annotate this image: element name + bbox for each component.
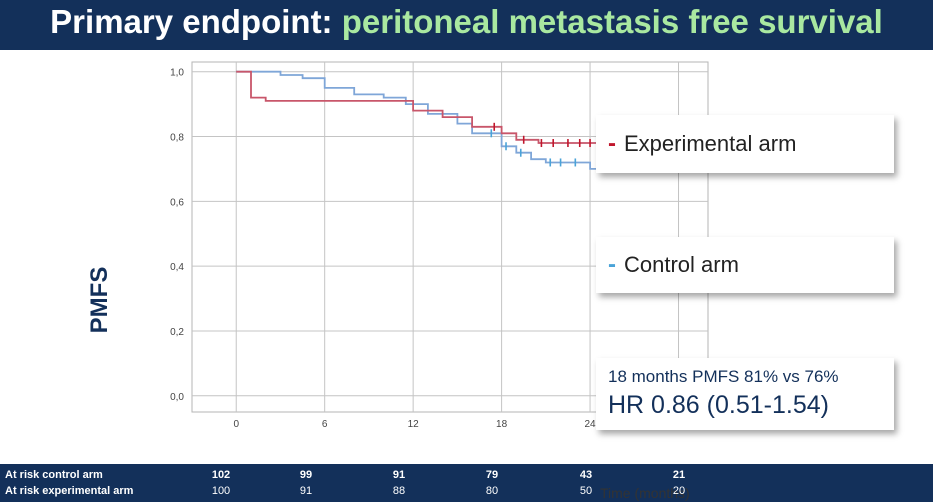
at-risk-control-value: 99 xyxy=(299,469,313,481)
legend-control-label: Control arm xyxy=(624,252,739,277)
chart-panel: 0,00,20,40,60,81,00612182430 PMFS - Expe… xyxy=(0,50,933,501)
at-risk-experimental-value: 91 xyxy=(299,485,313,497)
y-tick-label: 0,6 xyxy=(170,197,184,208)
at-risk-control-value: 91 xyxy=(392,469,406,481)
at-risk-control-value: 21 xyxy=(672,469,686,481)
legend-control-marker: - xyxy=(608,251,616,278)
x-tick-label: 0 xyxy=(233,419,239,430)
at-risk-experimental-value: 100 xyxy=(211,485,231,497)
title-highlight: peritoneal metastasis free survival xyxy=(341,3,883,40)
y-axis-label: PMFS xyxy=(86,266,113,334)
stats-box: 18 months PMFS 81% vs 76% HR 0.86 (0.51-… xyxy=(596,358,894,430)
at-risk-control-value: 79 xyxy=(485,469,499,481)
legend-experimental: - Experimental arm xyxy=(596,115,894,173)
at-risk-experimental-value: 80 xyxy=(485,485,499,497)
y-tick-label: 0,8 xyxy=(170,133,184,144)
x-axis-label: Time (months) xyxy=(600,485,690,501)
y-tick-label: 1,0 xyxy=(170,68,184,79)
x-tick-label: 18 xyxy=(496,419,508,430)
legend-experimental-marker: - xyxy=(608,130,616,157)
x-tick-label: 12 xyxy=(408,419,420,430)
at-risk-experimental-value: 20 xyxy=(672,485,686,497)
at-risk-experimental-value: 50 xyxy=(579,485,593,497)
y-tick-label: 0,4 xyxy=(170,262,184,273)
at-risk-experimental-label: At risk experimental arm xyxy=(5,485,134,497)
at-risk-experimental-row: At risk experimental arm 100 91 88 80 50… xyxy=(0,484,933,500)
legend-experimental-label: Experimental arm xyxy=(624,131,797,156)
slide-title: Primary endpoint: peritoneal metastasis … xyxy=(0,2,933,42)
legend-control: - Control arm xyxy=(596,237,894,293)
x-tick-label: 24 xyxy=(584,419,596,430)
title-prefix: Primary endpoint: xyxy=(50,3,342,40)
hazard-ratio-text: HR 0.86 (0.51-1.54) xyxy=(608,391,829,419)
at-risk-control-value: 43 xyxy=(579,469,593,481)
at-risk-control-value: 102 xyxy=(211,469,231,481)
y-tick-label: 0,2 xyxy=(170,327,184,338)
x-tick-label: 6 xyxy=(322,419,328,430)
pmfs-18-month-text: 18 months PMFS 81% vs 76% xyxy=(608,367,839,386)
y-tick-label: 0,0 xyxy=(170,392,184,403)
at-risk-control-row: At risk control arm 102 99 91 79 43 21 xyxy=(0,468,933,484)
at-risk-experimental-value: 88 xyxy=(392,485,406,497)
at-risk-control-label: At risk control arm xyxy=(5,469,103,481)
